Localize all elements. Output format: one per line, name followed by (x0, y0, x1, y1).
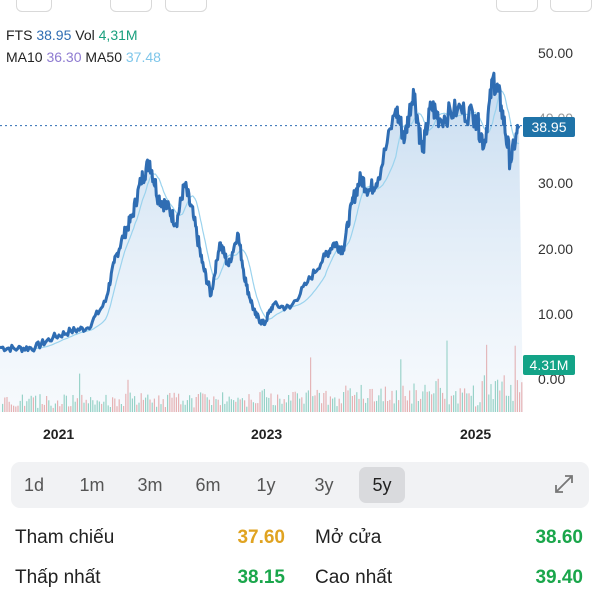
price-line (0, 71, 521, 354)
current-price-tag: 38.95 (523, 117, 575, 137)
toolbar-button-5[interactable] (550, 0, 592, 12)
low-price-value: 38.15 (237, 567, 285, 588)
ref-price-value: 37.60 (237, 527, 285, 548)
y-tick-0: 0.00 (538, 371, 566, 387)
range-5y-button[interactable]: 5y (359, 467, 405, 503)
toolbar-button-4[interactable] (496, 0, 538, 12)
vol-value: 4,31M (98, 27, 138, 43)
ma50-value: 37.48 (125, 49, 161, 65)
price-area (0, 73, 523, 412)
y-tick-20: 20.00 (538, 241, 574, 257)
price-value: 38.95 (36, 27, 72, 43)
current-volume-tag: 4.31M (523, 355, 575, 375)
y-tick-50: 50.00 (538, 45, 574, 61)
high-price-label: Cao nhất (315, 567, 393, 588)
ma50-line (0, 90, 520, 350)
x-tick-2021: 2021 (43, 426, 75, 442)
chart-legend: FTS 38.95 Vol 4,31M MA10 36.30 MA50 37.4… (6, 24, 161, 68)
open-price-value: 38.60 (535, 527, 583, 548)
x-tick-2025: 2025 (460, 426, 492, 442)
y-tick-10: 10.00 (538, 306, 574, 322)
range-1d-button[interactable]: 1d (23, 475, 45, 495)
toolbar-button-2[interactable] (110, 0, 152, 12)
price-chart[interactable] (0, 0, 600, 460)
vol-label: Vol (75, 27, 95, 43)
toolbar-button-1[interactable] (16, 0, 52, 12)
range-3m-button[interactable]: 3m (137, 475, 163, 495)
legend-row-price: FTS 38.95 Vol 4,31M (6, 24, 161, 46)
top-toolbar (0, 0, 600, 12)
range-6m-button[interactable]: 6m (195, 475, 221, 495)
range-3y-button[interactable]: 3y (314, 475, 334, 495)
symbol-label: FTS (6, 27, 33, 43)
high-price-value: 39.40 (535, 567, 583, 588)
toolbar-button-3[interactable] (165, 0, 207, 12)
range-1y-button[interactable]: 1y (256, 475, 276, 495)
time-range-selector: 1d 1m 3m 6m 1y 3y 5y (11, 462, 589, 508)
x-tick-2023: 2023 (251, 426, 283, 442)
open-price-label: Mở cửa (315, 527, 382, 548)
range-1m-button[interactable]: 1m (79, 475, 105, 495)
ma50-label: MA50 (85, 49, 122, 65)
low-price-label: Thấp nhất (15, 567, 101, 588)
expand-icon[interactable] (552, 472, 576, 496)
y-tick-30: 30.00 (538, 175, 574, 191)
legend-row-ma: MA10 36.30 MA50 37.48 (6, 46, 161, 68)
ma10-value: 36.30 (46, 49, 82, 65)
ma10-label: MA10 (6, 49, 43, 65)
ref-price-label: Tham chiếu (15, 527, 115, 548)
